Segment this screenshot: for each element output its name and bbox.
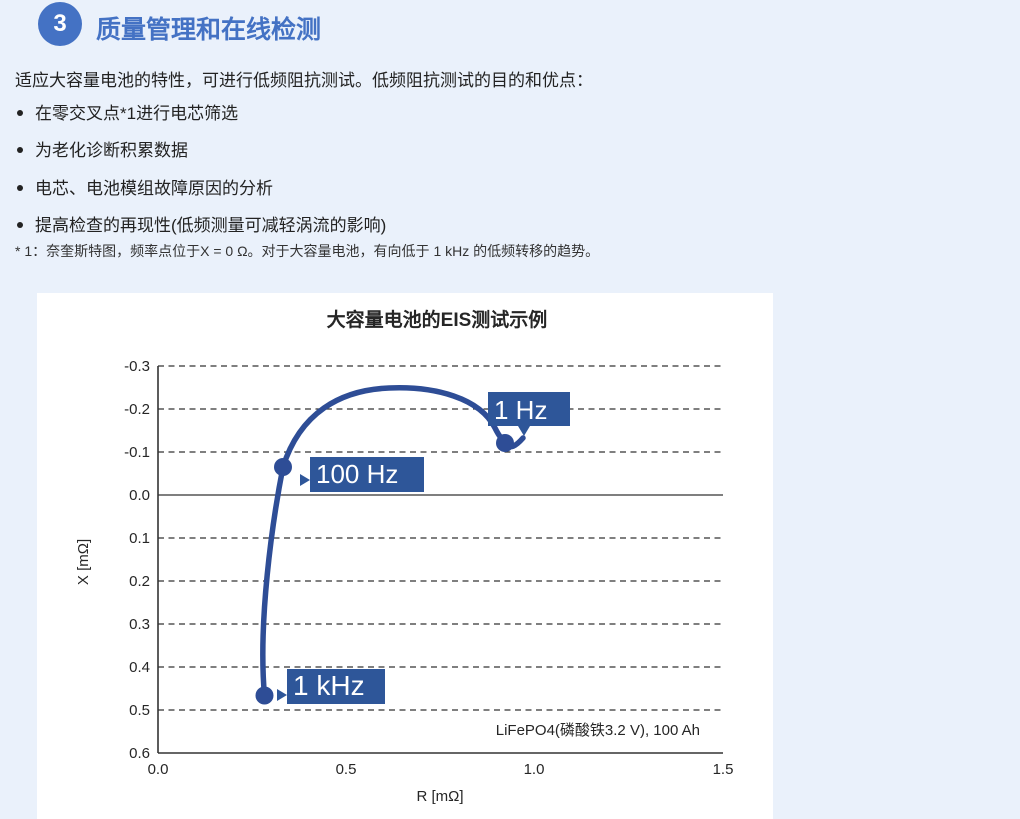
- svg-text:0.5: 0.5: [129, 702, 150, 719]
- svg-text:R [mΩ]: R [mΩ]: [416, 788, 463, 805]
- svg-text:0.3: 0.3: [129, 616, 150, 633]
- svg-text:1.5: 1.5: [713, 761, 734, 778]
- svg-text:1.0: 1.0: [524, 761, 545, 778]
- svg-text:-0.1: -0.1: [124, 444, 150, 461]
- svg-text:LiFePO4(磷酸铁3.2 V), 100 Ah: LiFePO4(磷酸铁3.2 V), 100 Ah: [496, 722, 700, 739]
- svg-text:1 Hz: 1 Hz: [494, 395, 547, 425]
- svg-text:0.5: 0.5: [336, 761, 357, 778]
- svg-text:0.4: 0.4: [129, 659, 150, 676]
- svg-text:0.2: 0.2: [129, 573, 150, 590]
- svg-text:100 Hz: 100 Hz: [316, 459, 398, 489]
- svg-text:0.0: 0.0: [129, 487, 150, 504]
- svg-text:0.1: 0.1: [129, 530, 150, 547]
- svg-text:1 kHz: 1 kHz: [293, 670, 365, 701]
- svg-text:0.6: 0.6: [129, 745, 150, 762]
- svg-text:-0.2: -0.2: [124, 401, 150, 418]
- svg-text:大容量电池的EIS测试示例: 大容量电池的EIS测试示例: [327, 308, 548, 331]
- svg-text:0.0: 0.0: [148, 761, 169, 778]
- svg-text:X [mΩ]: X [mΩ]: [75, 539, 92, 585]
- svg-text:-0.3: -0.3: [124, 358, 150, 375]
